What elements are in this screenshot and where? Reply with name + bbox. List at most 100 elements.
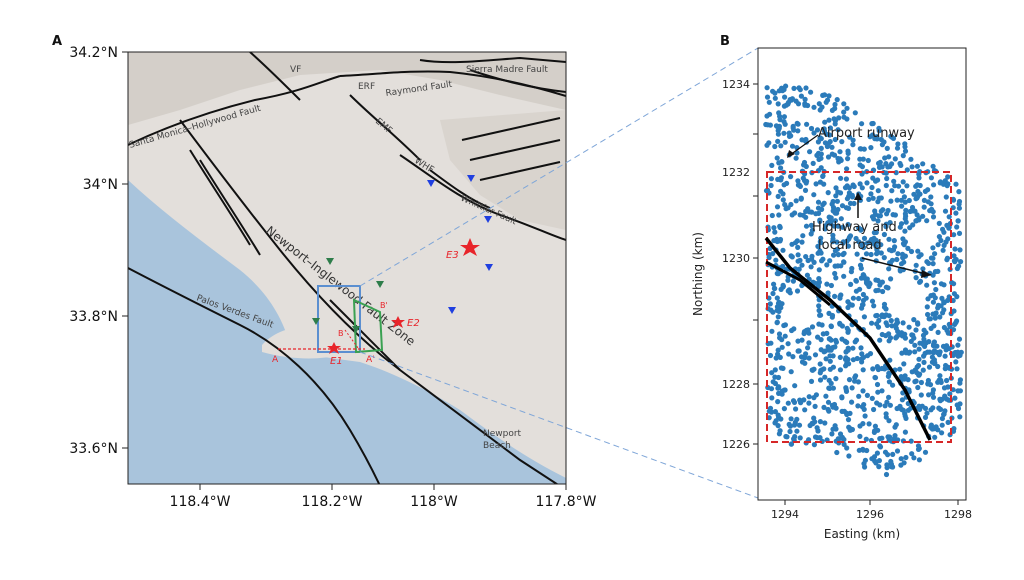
survey-point (770, 88, 776, 94)
survey-point (928, 194, 934, 200)
survey-point (874, 247, 880, 253)
survey-point (835, 252, 842, 258)
survey-point (815, 250, 821, 256)
survey-point (950, 327, 957, 333)
survey-point (827, 258, 833, 264)
survey-point (832, 293, 838, 299)
survey-point (943, 347, 949, 353)
survey-point (811, 259, 817, 265)
survey-point (890, 382, 896, 388)
survey-point (808, 89, 814, 95)
survey-point (875, 177, 881, 183)
panel-a: A (52, 34, 597, 510)
survey-point (850, 345, 856, 351)
survey-point (767, 301, 773, 307)
survey-point (854, 355, 860, 362)
survey-point (825, 406, 831, 413)
survey-point (886, 313, 892, 319)
survey-point (916, 346, 922, 352)
survey-point (939, 430, 945, 436)
survey-point (792, 419, 798, 425)
survey-point (886, 154, 892, 160)
survey-point (802, 360, 808, 366)
survey-point (774, 204, 781, 210)
survey-point (880, 288, 886, 295)
survey-point (803, 351, 809, 357)
survey-point (889, 323, 895, 329)
survey-point (835, 127, 841, 133)
highway-arrowhead-right (921, 270, 932, 278)
survey-point (809, 227, 816, 233)
survey-point (811, 130, 817, 136)
survey-point (885, 207, 891, 214)
survey-point (873, 229, 879, 235)
survey-point (832, 270, 838, 277)
survey-point (840, 224, 846, 230)
survey-point (952, 395, 958, 401)
survey-point (915, 248, 921, 254)
survey-point (903, 415, 909, 421)
survey-point (857, 423, 863, 429)
survey-point (875, 218, 881, 224)
survey-point (810, 160, 816, 166)
survey-point (787, 97, 793, 103)
survey-point (824, 143, 831, 150)
survey-point (876, 125, 882, 131)
survey-point (856, 393, 862, 399)
survey-point (825, 344, 831, 350)
survey-point (902, 253, 909, 259)
survey-point (835, 263, 841, 269)
survey-point (814, 152, 820, 158)
survey-point (928, 175, 935, 181)
label-a-end: A' (366, 355, 375, 365)
palos-verdes-fault (128, 267, 381, 484)
survey-point (765, 122, 771, 128)
survey-point (925, 377, 932, 384)
survey-point (829, 431, 835, 437)
survey-point (771, 281, 777, 287)
survey-point (951, 253, 957, 259)
survey-point (869, 395, 875, 401)
survey-point (829, 144, 835, 150)
survey-point (911, 317, 917, 323)
survey-point (922, 414, 929, 420)
survey-point (776, 110, 782, 116)
survey-point (775, 138, 781, 144)
survey-point (935, 427, 941, 433)
survey-point (940, 226, 946, 232)
survey-point (772, 380, 779, 387)
survey-point (833, 185, 839, 191)
survey-point (795, 128, 801, 134)
survey-point (837, 293, 843, 300)
survey-point (806, 394, 812, 400)
survey-point (897, 403, 903, 409)
survey-point (800, 233, 806, 239)
survey-point (764, 113, 770, 119)
survey-point (882, 155, 888, 161)
survey-point (930, 214, 937, 220)
x-ticks: 1294 1296 1298 (771, 500, 972, 521)
survey-point (783, 206, 789, 212)
survey-point (858, 226, 864, 232)
survey-point (913, 262, 919, 268)
survey-point (883, 411, 889, 417)
map-frame (127, 51, 567, 485)
survey-point (894, 145, 901, 151)
survey-point (955, 218, 961, 224)
survey-point (845, 243, 852, 249)
survey-point (774, 295, 780, 301)
survey-point (809, 253, 815, 259)
survey-point (942, 178, 948, 184)
survey-point (945, 419, 951, 425)
vf-fault (249, 52, 301, 101)
survey-point (941, 411, 947, 418)
survey-point (956, 230, 963, 236)
survey-point (951, 291, 958, 297)
survey-point (839, 203, 846, 209)
survey-point (816, 267, 822, 273)
survey-point (783, 433, 789, 440)
survey-point (894, 256, 900, 263)
survey-point (817, 419, 824, 425)
survey-point (933, 310, 939, 317)
survey-point (797, 183, 804, 189)
